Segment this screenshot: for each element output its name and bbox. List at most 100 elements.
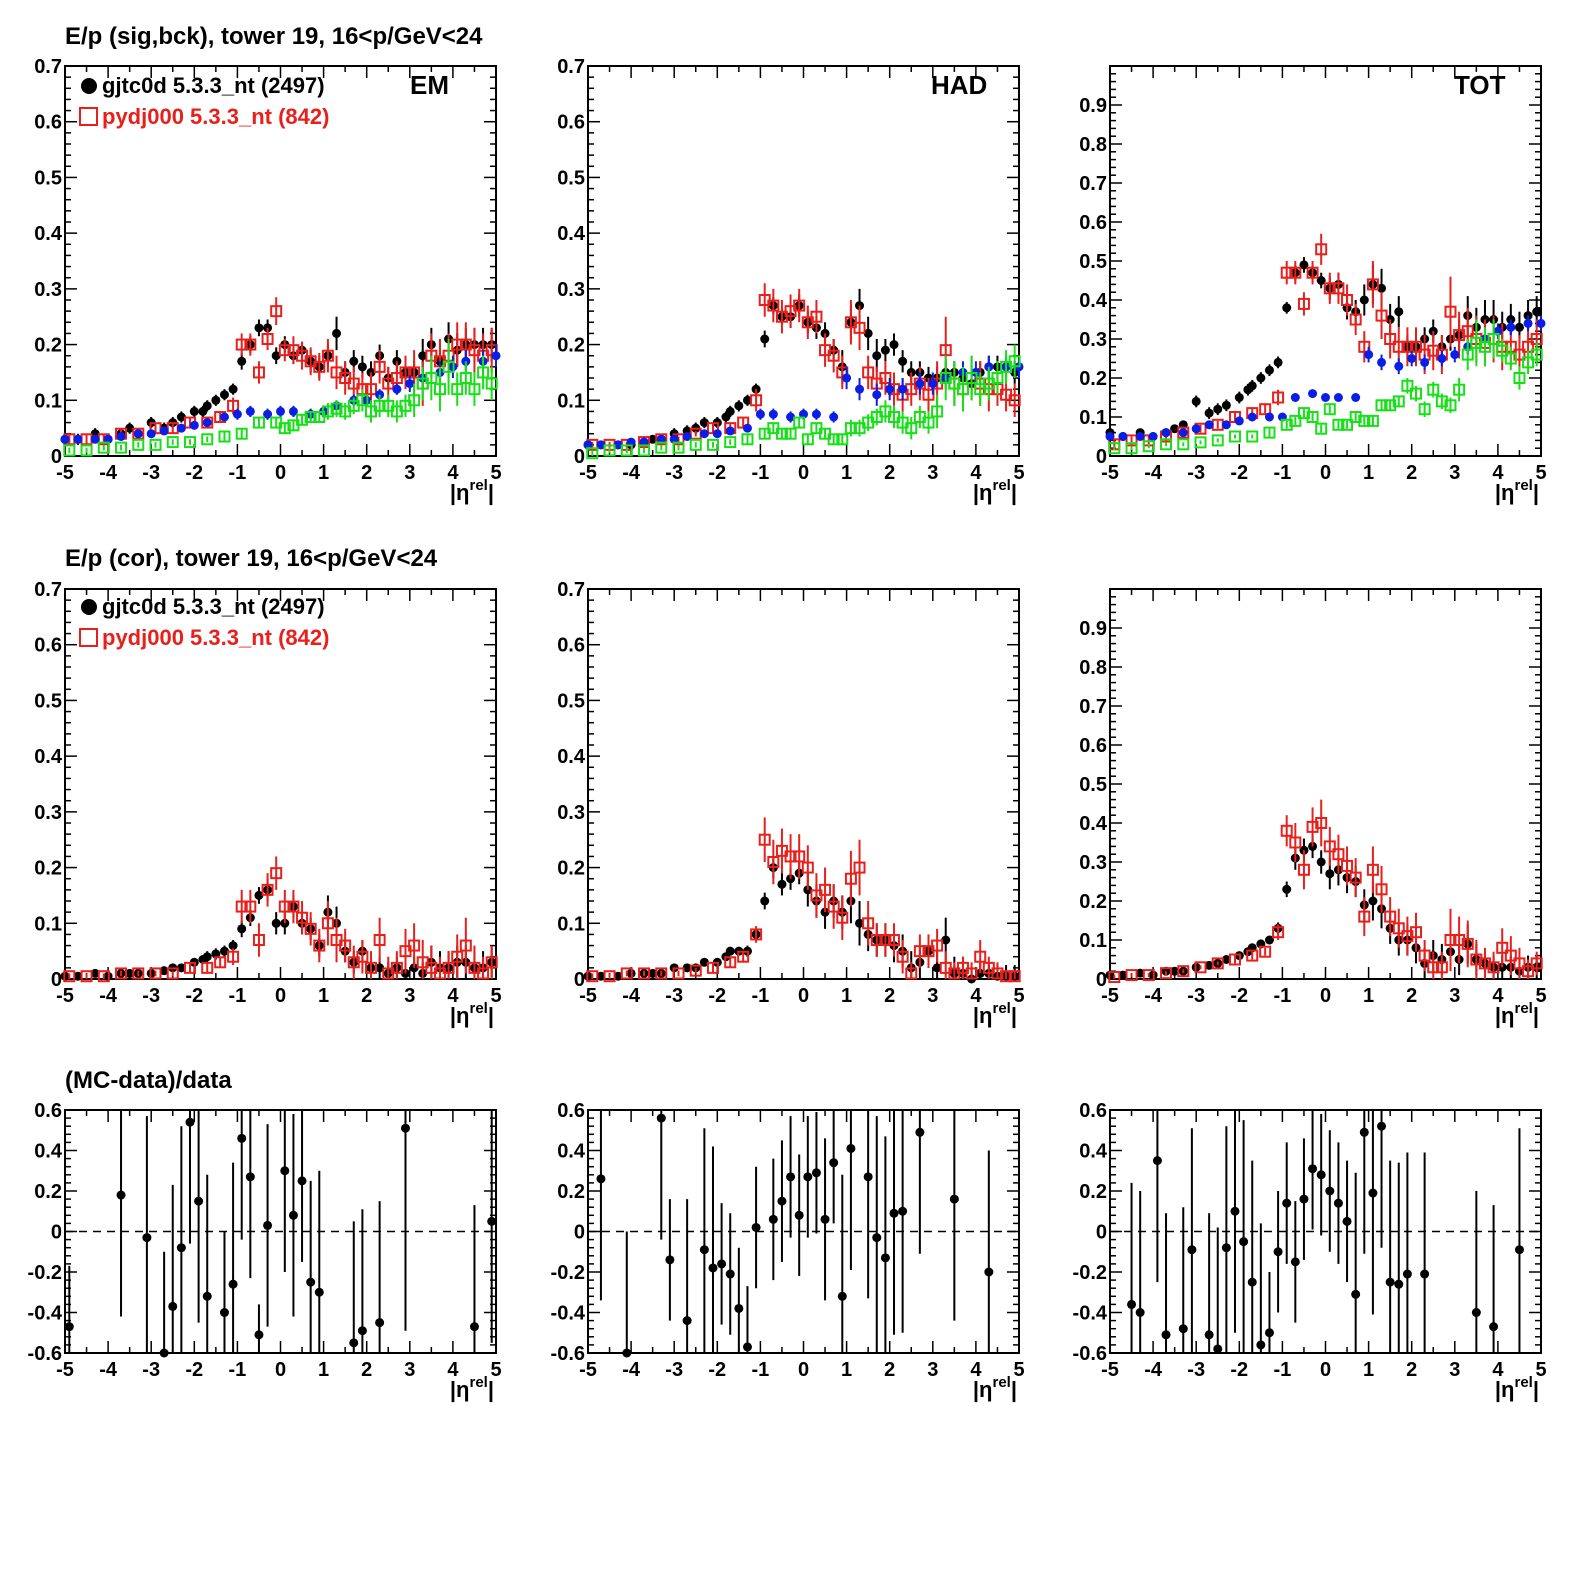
data-point [132, 438, 145, 451]
x-tick-label: -5 [1101, 462, 1119, 484]
data-point [146, 429, 156, 439]
data-point [1384, 333, 1397, 345]
y-tick-label: 0 [1096, 446, 1107, 468]
data-point [390, 961, 403, 974]
data-point [1289, 836, 1302, 849]
data-point [459, 372, 472, 384]
x-tick-label: 5 [490, 985, 501, 1007]
x-tick-label: -1 [1274, 1359, 1292, 1381]
y-tick-label: 0.5 [34, 167, 62, 189]
x-tick-label: -2 [185, 462, 203, 484]
data-point [1394, 361, 1404, 371]
data-point [941, 935, 951, 945]
data-point [855, 384, 865, 394]
data-point [201, 433, 214, 446]
x-tick-label: -4 [1144, 462, 1163, 484]
x-axis-label: |ηrel| [1495, 1374, 1539, 1402]
data-point [485, 956, 498, 969]
data-point [1364, 350, 1374, 360]
x-axis-label: |ηrel| [973, 1374, 1017, 1402]
data-point [1239, 1237, 1249, 1247]
data-point [349, 356, 359, 366]
data-point [280, 1166, 290, 1176]
data-point [1282, 1198, 1292, 1208]
x-tick-label: -4 [99, 985, 118, 1007]
data-point [656, 1113, 666, 1123]
data-point [214, 956, 227, 969]
data-point [159, 966, 169, 976]
x-tick-label: 1 [841, 1359, 852, 1381]
data-point [287, 900, 300, 913]
data-point [149, 967, 162, 980]
data-point [1316, 1170, 1326, 1180]
data-point [1321, 393, 1330, 402]
y-tick-label: -0.2 [551, 1262, 585, 1284]
data-point [1377, 283, 1387, 293]
data-point [278, 344, 291, 357]
data-point [755, 409, 765, 419]
data-point [1204, 960, 1214, 970]
y-tick-label: -0.6 [551, 1343, 585, 1365]
data-point [596, 971, 606, 981]
panel-row2-tot: -5 -4 -3 -2 -1 0 1 2 3 4 5 0 0.1 0.2 0.3 0.4 0.5 0.6 0.7 0.… [1079, 588, 1547, 1028]
data-point [699, 418, 709, 428]
data-point [750, 394, 763, 407]
data-point [103, 434, 113, 444]
y-tick-label: 0.3 [557, 802, 585, 824]
data-point [855, 918, 865, 928]
x-tick-label: 1 [318, 462, 329, 484]
data-point [689, 964, 702, 977]
data-point [984, 1267, 994, 1277]
data-point [737, 950, 750, 963]
data-point [115, 441, 128, 454]
legend-data-marker [81, 599, 97, 615]
data-point [819, 883, 832, 896]
data-point [603, 444, 616, 457]
data-point [80, 444, 93, 457]
data-point [1349, 313, 1362, 326]
data-point [665, 1255, 675, 1265]
data-point [1234, 416, 1244, 426]
data-point [375, 1318, 385, 1328]
data-point [827, 433, 840, 446]
data-point [1377, 1121, 1387, 1131]
data-point [583, 440, 593, 450]
data-point [1478, 957, 1491, 970]
data-point [932, 963, 942, 973]
data-point [1228, 430, 1241, 443]
x-tick-label: -3 [1187, 1359, 1205, 1381]
data-point [767, 299, 780, 312]
data-point [1392, 922, 1405, 935]
data-point [1105, 432, 1115, 441]
data-point [433, 383, 446, 396]
x-axis-label: |ηrel| [1495, 477, 1539, 505]
legend-mc-marker [79, 628, 98, 647]
data-point [1315, 422, 1328, 435]
y-tick-label: 0 [1096, 1222, 1107, 1244]
x-tick-label: -3 [665, 1359, 683, 1381]
data-point [712, 429, 722, 439]
data-point [1407, 354, 1417, 363]
data-point [768, 409, 778, 419]
data-point [1358, 910, 1371, 923]
data-point [1530, 348, 1543, 361]
data-point [227, 399, 240, 412]
data-point [656, 434, 666, 444]
data-point [853, 321, 866, 334]
data-point [915, 379, 925, 389]
data-point [672, 967, 685, 980]
y-tick-label: 0.5 [1079, 774, 1107, 796]
data-point [235, 338, 248, 351]
data-point [1323, 840, 1336, 853]
data-point [760, 896, 770, 906]
x-tick-label: 3 [1449, 985, 1460, 1007]
data-point [166, 436, 179, 449]
data-point [870, 934, 883, 946]
data-point [1160, 438, 1173, 451]
y-tick-label: 0.7 [34, 56, 62, 78]
x-tick-label: -2 [1230, 985, 1248, 1007]
x-tick-label: 5 [1535, 1359, 1546, 1381]
data-point [1108, 442, 1121, 455]
y-tick-label: 0.3 [1079, 329, 1107, 351]
data-point [1392, 395, 1405, 408]
